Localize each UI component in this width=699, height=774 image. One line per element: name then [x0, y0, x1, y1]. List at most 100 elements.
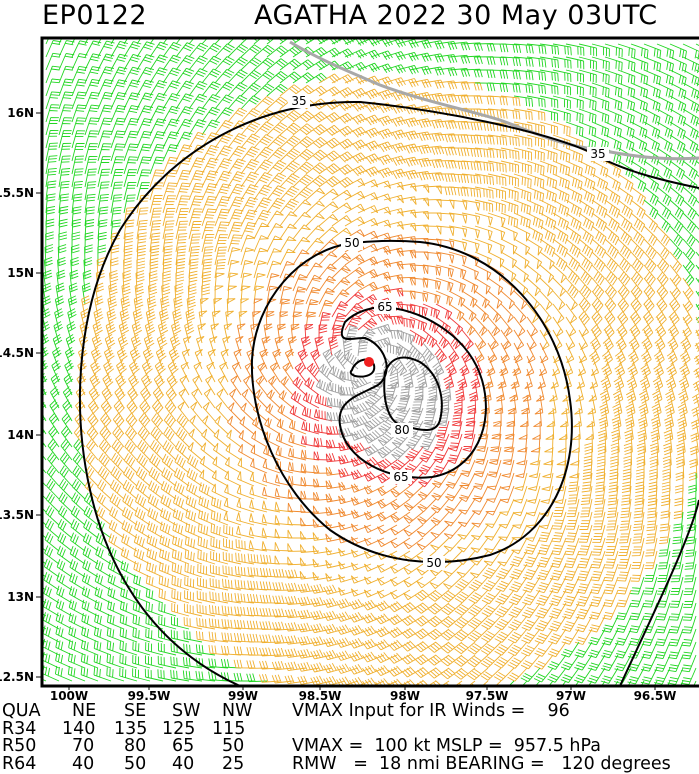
- wind-barb: [629, 330, 639, 351]
- wind-barb: [172, 590, 189, 603]
- wind-barb: [59, 79, 74, 96]
- wind-barb: [267, 249, 281, 266]
- wind-barb: [664, 421, 673, 442]
- wind-barb: [319, 325, 327, 343]
- wind-barb: [631, 291, 642, 312]
- wind-barb: [566, 148, 583, 163]
- wind-barb: [655, 317, 665, 338]
- radius-value: 80: [124, 738, 146, 756]
- wind-barb: [631, 278, 642, 299]
- wind-barb: [428, 629, 449, 640]
- wind-barb: [600, 382, 610, 403]
- wind-barb: [397, 197, 416, 205]
- wind-barb: [345, 166, 367, 176]
- wind-barb: [653, 369, 663, 391]
- wind-barb: [185, 577, 202, 590]
- wind-barb: [241, 147, 260, 161]
- wind-barb: [228, 146, 246, 161]
- wind-barb: [513, 512, 528, 529]
- wind-barb: [604, 317, 614, 338]
- wind-barb: [578, 538, 592, 555]
- wind-barb: [306, 175, 327, 187]
- wind-barb: [639, 395, 648, 416]
- wind-barb: [306, 112, 327, 123]
- wind-barb: [579, 70, 596, 83]
- wind-barb: [225, 485, 242, 499]
- wind-barb: [409, 408, 423, 425]
- wind-barb: [592, 70, 609, 84]
- wind-barb: [397, 39, 418, 48]
- wind-barb: [527, 161, 544, 175]
- wind-barb: [301, 477, 319, 486]
- wind-barb: [146, 588, 163, 603]
- wind-barb: [188, 455, 203, 473]
- wind-barb: [33, 492, 46, 512]
- wind-barb: [81, 667, 98, 682]
- wind-barb: [410, 66, 431, 75]
- wind-barb: [236, 336, 244, 356]
- wind-barb: [120, 614, 137, 629]
- wind-barb: [591, 551, 605, 568]
- wind-barb: [210, 565, 228, 577]
- wind-barb: [631, 564, 644, 581]
- wind-barb: [488, 200, 505, 213]
- wind-barb: [324, 637, 345, 647]
- wind-barb: [566, 252, 580, 271]
- wind-barb: [678, 382, 688, 404]
- wind-barb: [390, 369, 399, 388]
- wind-barb: [599, 408, 608, 429]
- wind-barb: [146, 602, 163, 616]
- wind-barb: [288, 517, 306, 526]
- lat-tick-label: 16N: [7, 106, 34, 120]
- wind-barb: [72, 92, 87, 109]
- wind-barb: [462, 265, 479, 280]
- wind-barb: [59, 66, 74, 83]
- wind-barb: [410, 53, 431, 62]
- wind-barb: [72, 118, 86, 135]
- wind-barb: [501, 265, 516, 282]
- wind-barb: [275, 529, 293, 538]
- wind-barb: [410, 145, 431, 154]
- wind-barb: [404, 590, 424, 600]
- wind-barb: [423, 41, 444, 50]
- wind-barb: [669, 603, 683, 620]
- wind-barb: [371, 259, 391, 268]
- wind-barb: [107, 667, 124, 681]
- wind-barb: [163, 55, 181, 70]
- wind-barb: [631, 70, 648, 85]
- wind-barb: [68, 296, 77, 317]
- wind-barb: [564, 551, 579, 568]
- wind-barb: [657, 44, 674, 59]
- wind-barb: [150, 183, 163, 200]
- wind-barb: [127, 400, 137, 421]
- wind-barb: [436, 68, 457, 77]
- wind-barb: [280, 199, 299, 213]
- wind-barb: [111, 170, 124, 188]
- wind-barb: [223, 336, 231, 356]
- wind-barb: [640, 369, 650, 391]
- wind-barb: [94, 309, 103, 330]
- wind-barb: [151, 427, 163, 447]
- wind-barb: [262, 337, 271, 357]
- wind-barb: [514, 148, 532, 161]
- wind-barb: [579, 122, 596, 137]
- wind-barb: [337, 651, 359, 661]
- wind-barb: [410, 185, 429, 193]
- wind-barb: [590, 330, 600, 351]
- wind-barb: [337, 664, 358, 674]
- wind-barb: [570, 447, 579, 465]
- wind-barb: [89, 387, 100, 408]
- wind-barb: [170, 335, 180, 357]
- wind-barb: [612, 408, 621, 429]
- wind-barb: [133, 628, 150, 642]
- wind-barb: [94, 667, 111, 681]
- wind-barb: [211, 551, 228, 564]
- wind-barb: [579, 57, 596, 70]
- wind-barb: [59, 143, 71, 161]
- wind-barb: [300, 558, 319, 566]
- wind-barb: [514, 161, 531, 174]
- wind-barb: [514, 252, 529, 268]
- wind-barb: [98, 144, 111, 161]
- wind-barb: [124, 118, 139, 135]
- wind-barb: [107, 654, 124, 668]
